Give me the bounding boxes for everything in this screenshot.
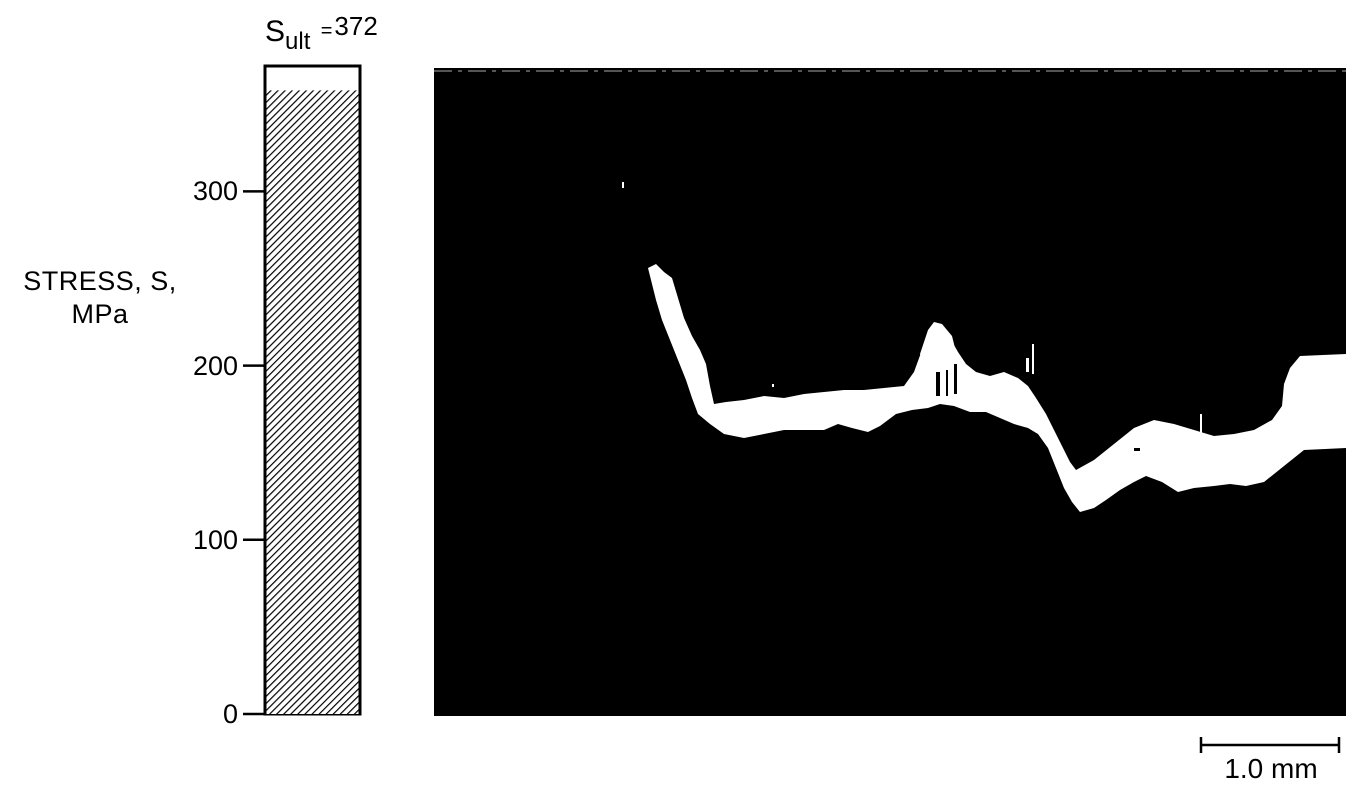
y-tick-label-300: 300 (192, 176, 238, 207)
bar-marks (266, 90, 359, 715)
stress-axis-label-line-2: MPa (71, 299, 129, 329)
fracture-speckle (622, 182, 1332, 444)
sult-value: 372 (334, 11, 378, 41)
stress-bar-fill (266, 90, 359, 715)
stress-bar-chart (243, 64, 362, 716)
stress-axis-label-line-1: STRESS, S, (23, 266, 177, 296)
fracture-band (648, 264, 1346, 512)
sult-subscript: ult (285, 28, 311, 55)
sult-equals: = (320, 20, 333, 42)
stress-axis-label: STRESS, S, MPa (0, 265, 200, 331)
fracture-band-defects (936, 364, 1262, 451)
sult-symbol: S (265, 15, 286, 48)
y-tick-label-0: 0 (222, 699, 238, 729)
fracture-surface-photo (434, 68, 1346, 716)
fracture-band-bump (920, 322, 956, 368)
ultimate-stress-label: Sult =372 (265, 11, 445, 55)
scale-bar-label: 1.0 mm (1224, 753, 1318, 784)
y-axis-ticks (243, 190, 265, 716)
y-tick-label-100: 100 (192, 524, 238, 555)
y-tick-label-200: 200 (192, 350, 238, 381)
scale-bar (1199, 737, 1341, 753)
